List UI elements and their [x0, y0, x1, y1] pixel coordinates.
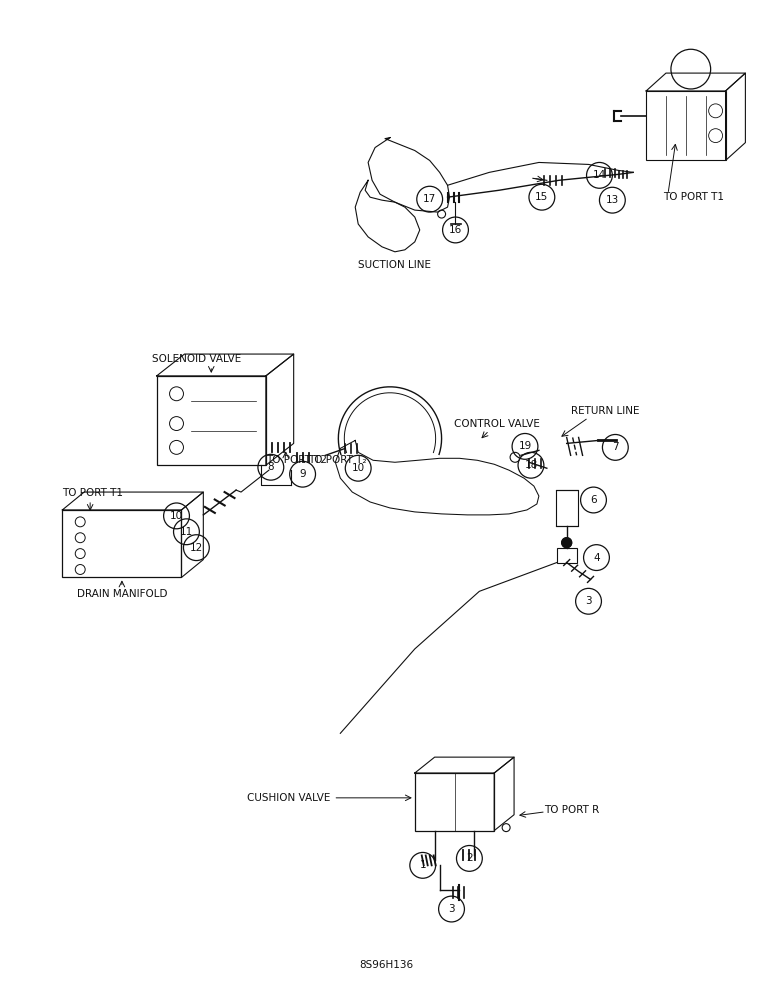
Text: 11: 11 [180, 527, 193, 537]
Circle shape [562, 538, 571, 548]
Text: CUSHION VALVE: CUSHION VALVE [247, 793, 330, 803]
Text: CONTROL VALVE: CONTROL VALVE [454, 419, 540, 429]
Bar [63, 510, 181, 577]
Text: 14: 14 [593, 170, 606, 180]
Text: 13: 13 [606, 195, 619, 205]
Text: DRAIN MANIFOLD: DRAIN MANIFOLD [76, 589, 168, 599]
Text: SOLENOID VALVE: SOLENOID VALVE [152, 354, 241, 364]
Bar [415, 773, 494, 831]
Text: RETURN LINE: RETURN LINE [571, 406, 639, 416]
Text: 3: 3 [585, 596, 592, 606]
Text: TO PORT T₂: TO PORT T₂ [307, 455, 366, 465]
Bar [157, 376, 266, 465]
Text: TO PORT T2: TO PORT T2 [266, 455, 327, 465]
Text: 19: 19 [518, 441, 532, 451]
Text: 8: 8 [268, 462, 274, 472]
Text: 12: 12 [190, 543, 203, 553]
Text: 3: 3 [449, 904, 455, 914]
Text: 2: 2 [466, 853, 472, 863]
Text: TO PORT T1: TO PORT T1 [663, 192, 724, 202]
Text: 10: 10 [170, 511, 183, 521]
Text: 9: 9 [300, 469, 306, 479]
Text: 6: 6 [590, 495, 597, 505]
Text: 7: 7 [612, 442, 618, 452]
Text: TO PORT R: TO PORT R [543, 805, 599, 815]
Text: SUCTION LINE: SUCTION LINE [358, 260, 432, 270]
Text: 17: 17 [423, 194, 436, 204]
Bar [646, 91, 726, 160]
Text: TO PORT T1: TO PORT T1 [63, 488, 124, 498]
Text: 8S96H136: 8S96H136 [359, 960, 413, 970]
Bar [557, 548, 577, 563]
Text: 1: 1 [419, 860, 426, 870]
Text: 4: 4 [593, 553, 600, 563]
Text: 10: 10 [351, 463, 364, 473]
Text: 18: 18 [524, 460, 537, 470]
Bar [556, 490, 577, 526]
Text: 16: 16 [449, 225, 462, 235]
Text: 15: 15 [535, 192, 548, 202]
